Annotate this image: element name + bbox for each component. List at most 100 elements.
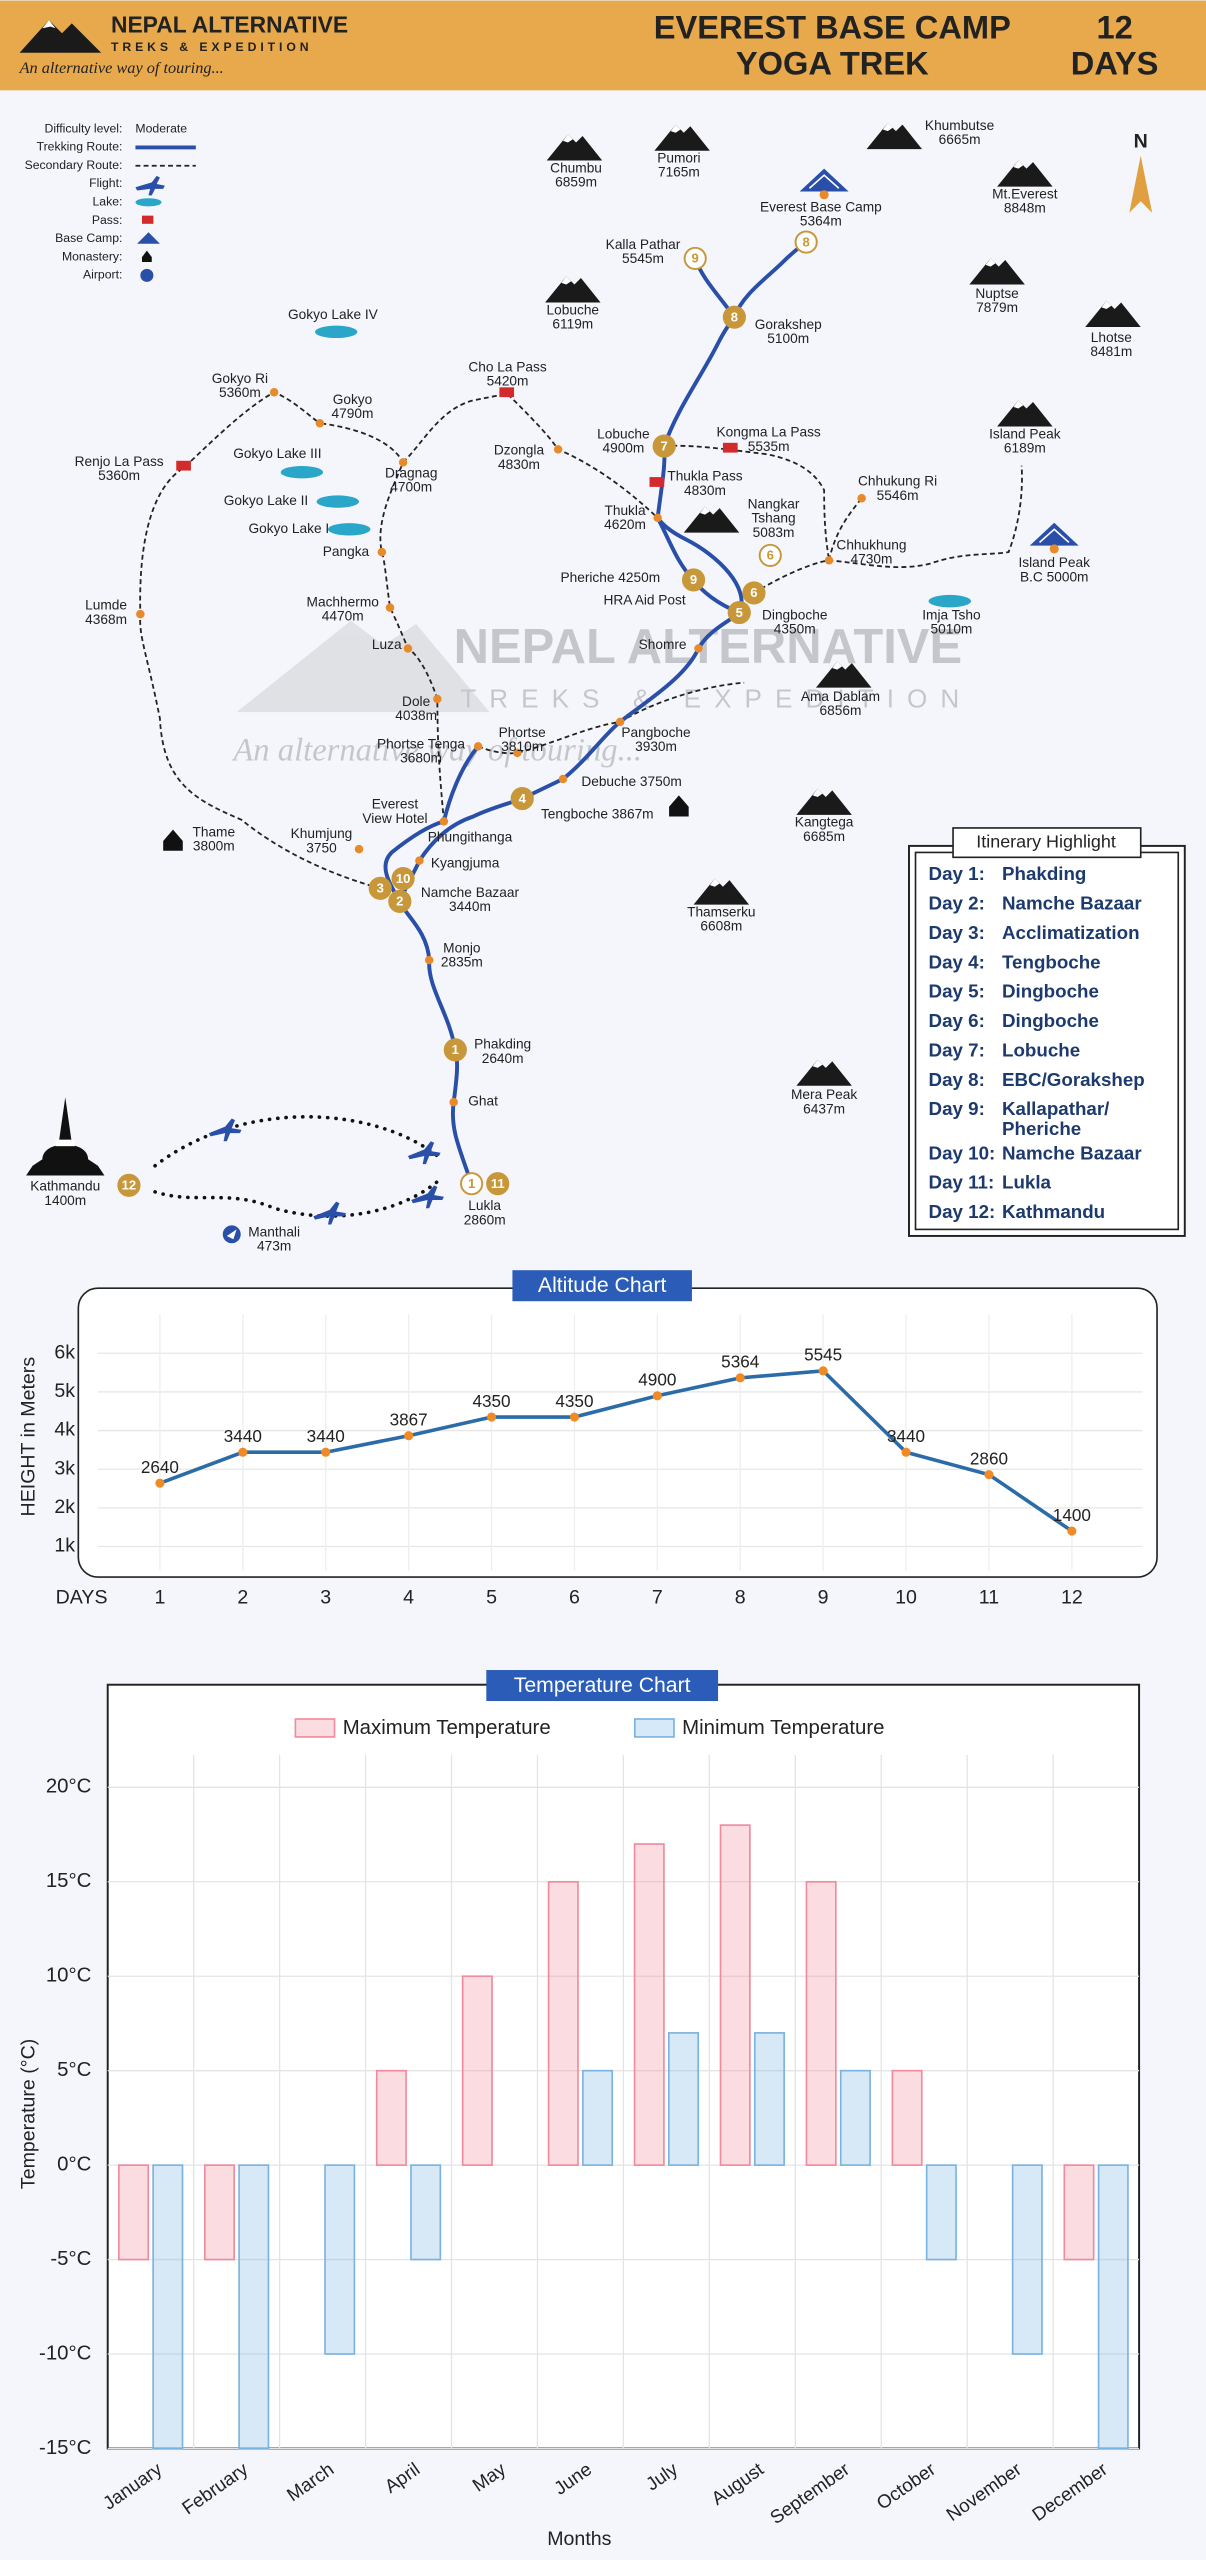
place-label: 1400m	[44, 1193, 86, 1208]
place-label: Kyangjuma	[431, 855, 500, 870]
place-label: Phungithanga	[428, 829, 513, 844]
stupa-icon	[26, 1144, 105, 1176]
place-label: 4830m	[684, 483, 726, 498]
flight-route	[153, 1177, 443, 1218]
place-dot	[439, 817, 449, 826]
peak-snow	[1013, 160, 1024, 169]
itinerary-title-box	[952, 827, 1142, 859]
legend-symbol	[135, 198, 162, 207]
peak-snow	[700, 506, 710, 515]
day-marker-label: 11	[491, 1176, 505, 1191]
trekking-route	[441, 744, 481, 824]
day-marker-label: 6	[750, 585, 757, 600]
peak-icon	[1085, 300, 1141, 327]
data-label: 1400	[1053, 1505, 1091, 1525]
day-marker-label: 2	[396, 894, 403, 909]
place-label: Kathmandu	[30, 1179, 100, 1194]
place-dot	[857, 494, 866, 503]
place-label: 3800m	[193, 839, 235, 854]
trekking-route	[397, 240, 809, 1186]
place-label: Ghat	[468, 1094, 498, 1109]
peak-icon	[997, 400, 1053, 427]
day-marker	[510, 786, 534, 811]
data-label: 2640	[141, 1457, 179, 1477]
itinerary-place: Namche Bazaar	[1002, 893, 1142, 914]
data-label: 3440	[887, 1426, 925, 1446]
x-tick-label: 7	[652, 1586, 663, 1608]
day-marker-label: 6	[767, 548, 774, 563]
data-label: 4350	[555, 1391, 593, 1411]
place-label: Nangkar	[748, 496, 800, 511]
itinerary-day: Day 2:	[929, 893, 985, 914]
altitude-point	[735, 1373, 745, 1383]
stupa-spire	[58, 1097, 72, 1143]
place-label: 3440m	[449, 899, 491, 914]
lake	[314, 325, 358, 339]
peak-icon	[654, 124, 710, 151]
bar	[633, 1843, 665, 2166]
place-label: Gokyo Lake III	[233, 446, 321, 461]
place-label: 4730m	[851, 551, 893, 566]
itinerary-place: Namche Bazaar	[1002, 1142, 1142, 1163]
place-label: Lobuche	[547, 302, 600, 317]
place-label: Everest	[372, 797, 419, 812]
place-label: Shomre	[639, 637, 687, 652]
place-label: Kangtega	[795, 815, 854, 830]
day-marker	[368, 876, 392, 900]
place-label: Gokyo Lake I	[249, 521, 330, 536]
place-label: 4038m	[395, 708, 437, 723]
watermark-brand: NEPAL ALTERNATIVE	[454, 620, 962, 674]
itinerary-day: Day 4:	[929, 951, 985, 972]
secondary-route	[753, 465, 1023, 594]
y-tick-label: 2k	[54, 1496, 75, 1518]
place-dot	[136, 609, 145, 619]
peak-icon	[545, 276, 601, 303]
itinerary-place: Kathmandu	[1002, 1201, 1105, 1222]
itinerary-day: Day 6:	[929, 1010, 985, 1031]
header-band	[0, 0, 1206, 91]
place-label: 2835m	[441, 955, 483, 970]
place-label: 3680m	[400, 751, 442, 766]
altitude-line	[159, 1368, 1073, 1533]
itinerary-day: Day 1:	[929, 863, 985, 884]
y-tick-label: 1k	[54, 1535, 75, 1557]
place-label: 6859m	[555, 174, 597, 189]
day-marker-label: 10	[396, 871, 411, 886]
place-label: Everest Base Camp	[760, 199, 882, 214]
watermark-tagline: An alternative way of touring...	[231, 732, 642, 768]
bar	[410, 2164, 442, 2261]
peak-icon	[866, 122, 923, 150]
place-label: 5083m	[753, 525, 795, 540]
legend-label: Monastery:	[62, 249, 122, 263]
place-label: 473m	[257, 1238, 291, 1253]
secondary-route	[619, 681, 745, 723]
legend-symbol	[140, 268, 154, 282]
lake	[280, 465, 324, 479]
title: YOGA TREK	[736, 44, 929, 81]
peak-snow	[1013, 400, 1024, 409]
place-label: Pangka	[323, 544, 370, 559]
days-number: 12	[1096, 9, 1132, 46]
pass-flag	[499, 387, 515, 398]
place-label: 4470m	[322, 609, 364, 624]
day-marker-label: 1	[452, 1042, 459, 1057]
day-marker-label: 8	[731, 309, 738, 324]
peak-snow	[812, 788, 823, 797]
place-label: Thamserku	[687, 904, 755, 919]
base-camp-icon	[1029, 522, 1079, 546]
legend-value: Moderate	[135, 122, 187, 136]
place-label: 7165m	[658, 165, 700, 180]
place-label: Mera Peak	[791, 1087, 857, 1102]
x-tick-label: October	[872, 2458, 939, 2513]
peak-snow	[709, 878, 720, 887]
itinerary-day: Day 8:	[929, 1069, 985, 1090]
place-label: 2640m	[482, 1051, 524, 1066]
lake	[328, 523, 371, 536]
place-label: Chhukhung	[836, 537, 906, 552]
itinerary-place: Dingboche	[1002, 981, 1099, 1002]
pass-flag	[722, 442, 738, 453]
brand-sub: TREKS & EXPEDITION	[111, 40, 313, 54]
north-arrow	[1129, 155, 1153, 213]
place-label: Debuche 3750m	[581, 774, 681, 789]
place-label: Dragnag	[385, 465, 438, 480]
